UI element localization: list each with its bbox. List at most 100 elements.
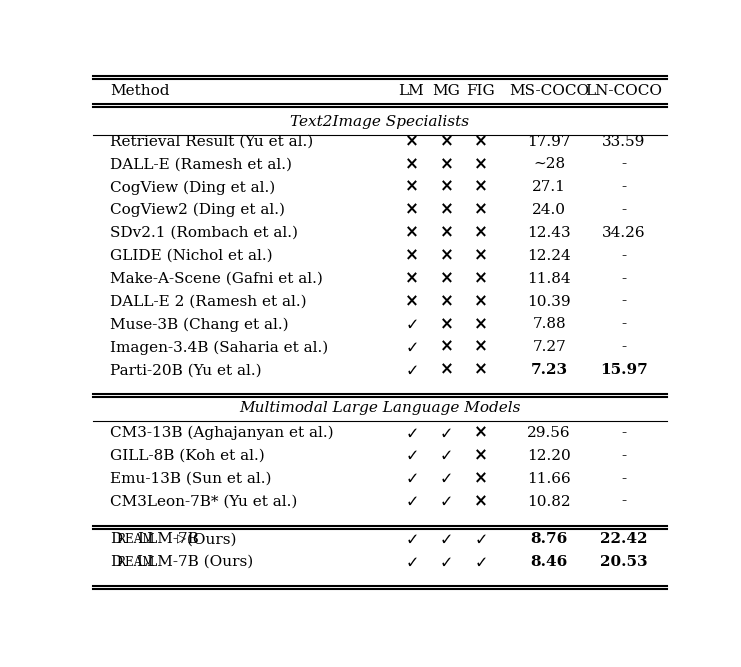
Text: $\boldsymbol{\times}$: $\boldsymbol{\times}$ bbox=[473, 293, 487, 310]
Text: GILL-8B (Koh et al.): GILL-8B (Koh et al.) bbox=[110, 449, 265, 463]
Text: Emu-13B (Sun et al.): Emu-13B (Sun et al.) bbox=[110, 472, 271, 486]
Text: -: - bbox=[621, 472, 626, 486]
Text: $\boldsymbol{\times}$: $\boldsymbol{\times}$ bbox=[473, 156, 487, 173]
Text: $\boldsymbol{\times}$: $\boldsymbol{\times}$ bbox=[473, 448, 487, 464]
Text: $\boldsymbol{\times}$: $\boldsymbol{\times}$ bbox=[473, 201, 487, 219]
Text: 12.43: 12.43 bbox=[528, 226, 571, 240]
Text: $\checkmark$: $\checkmark$ bbox=[405, 316, 418, 333]
Text: $\checkmark$: $\checkmark$ bbox=[439, 424, 452, 442]
Text: $\checkmark$: $\checkmark$ bbox=[439, 470, 452, 487]
Text: -: - bbox=[621, 449, 626, 463]
Text: GLIDE (Nichol et al.): GLIDE (Nichol et al.) bbox=[110, 249, 273, 263]
Text: 8.46: 8.46 bbox=[531, 555, 568, 569]
Text: Retrieval Result (Yu et al.): Retrieval Result (Yu et al.) bbox=[110, 135, 313, 149]
Text: 27.1: 27.1 bbox=[532, 180, 566, 194]
Text: DALL-E (Ramesh et al.): DALL-E (Ramesh et al.) bbox=[110, 157, 292, 171]
Text: DALL-E 2 (Ramesh et al.): DALL-E 2 (Ramesh et al.) bbox=[110, 295, 307, 309]
Text: $\boldsymbol{\times}$: $\boldsymbol{\times}$ bbox=[439, 201, 453, 219]
Text: Parti-20B (Yu et al.): Parti-20B (Yu et al.) bbox=[110, 363, 262, 377]
Text: $\boldsymbol{\times}$: $\boldsymbol{\times}$ bbox=[473, 362, 487, 379]
Text: $\checkmark$: $\checkmark$ bbox=[405, 470, 418, 487]
Text: $\boldsymbol{\times}$: $\boldsymbol{\times}$ bbox=[439, 179, 453, 196]
Text: ∼28: ∼28 bbox=[533, 157, 565, 171]
Text: REAM: REAM bbox=[116, 556, 155, 569]
Text: 22.42: 22.42 bbox=[600, 532, 648, 546]
Text: $\boldsymbol{\times}$: $\boldsymbol{\times}$ bbox=[439, 225, 453, 241]
Text: -: - bbox=[621, 157, 626, 171]
Text: $\boldsymbol{\times}$: $\boldsymbol{\times}$ bbox=[473, 247, 487, 264]
Text: LM: LM bbox=[399, 84, 425, 98]
Text: Imagen-3.4B (Saharia et al.): Imagen-3.4B (Saharia et al.) bbox=[110, 340, 328, 354]
Text: $\boldsymbol{\times}$: $\boldsymbol{\times}$ bbox=[405, 270, 418, 287]
Text: $\boldsymbol{\times}$: $\boldsymbol{\times}$ bbox=[473, 270, 487, 287]
Text: $\boldsymbol{\times}$: $\boldsymbol{\times}$ bbox=[473, 470, 487, 487]
Text: $\boldsymbol{\times}$: $\boldsymbol{\times}$ bbox=[473, 493, 487, 510]
Text: $\boldsymbol{\times}$: $\boldsymbol{\times}$ bbox=[439, 247, 453, 264]
Text: LN-COCO: LN-COCO bbox=[585, 84, 662, 98]
Text: -: - bbox=[621, 340, 626, 354]
Text: Text2Image Specialists: Text2Image Specialists bbox=[290, 115, 469, 129]
Text: $\boldsymbol{\times}$: $\boldsymbol{\times}$ bbox=[473, 316, 487, 333]
Text: MS-COCO: MS-COCO bbox=[509, 84, 589, 98]
Text: -: - bbox=[621, 180, 626, 194]
Text: REAM: REAM bbox=[116, 533, 155, 546]
Text: $\boldsymbol{\times}$: $\boldsymbol{\times}$ bbox=[439, 293, 453, 310]
Text: $\checkmark$: $\checkmark$ bbox=[474, 554, 487, 571]
Text: 11.66: 11.66 bbox=[528, 472, 571, 486]
Text: 12.20: 12.20 bbox=[528, 449, 571, 463]
Text: D: D bbox=[110, 532, 122, 546]
Text: LLM-7B (Ours): LLM-7B (Ours) bbox=[137, 555, 253, 569]
Text: $\boldsymbol{\times}$: $\boldsymbol{\times}$ bbox=[473, 339, 487, 356]
Text: ▷: ▷ bbox=[176, 533, 186, 546]
Text: CogView (Ding et al.): CogView (Ding et al.) bbox=[110, 180, 275, 195]
Text: 29.56: 29.56 bbox=[528, 426, 571, 440]
Text: $\checkmark$: $\checkmark$ bbox=[405, 554, 418, 571]
Text: $\boldsymbol{\times}$: $\boldsymbol{\times}$ bbox=[405, 156, 418, 173]
Text: $\boldsymbol{\times}$: $\boldsymbol{\times}$ bbox=[405, 133, 418, 150]
Text: 24.0: 24.0 bbox=[532, 203, 566, 217]
Text: $\boldsymbol{\times}$: $\boldsymbol{\times}$ bbox=[439, 156, 453, 173]
Text: 10.39: 10.39 bbox=[528, 295, 571, 309]
Text: 34.26: 34.26 bbox=[602, 226, 645, 240]
Text: 7.88: 7.88 bbox=[532, 317, 566, 331]
Text: 7.27: 7.27 bbox=[532, 340, 566, 354]
Text: $\checkmark$: $\checkmark$ bbox=[405, 493, 418, 510]
Text: Method: Method bbox=[110, 84, 170, 98]
Text: $\checkmark$: $\checkmark$ bbox=[439, 448, 452, 464]
Text: $\boldsymbol{\times}$: $\boldsymbol{\times}$ bbox=[405, 201, 418, 219]
Text: -: - bbox=[621, 426, 626, 440]
Text: -: - bbox=[621, 295, 626, 309]
Text: 8.76: 8.76 bbox=[531, 532, 568, 546]
Text: -: - bbox=[621, 495, 626, 508]
Text: LLM-7B: LLM-7B bbox=[137, 532, 199, 546]
Text: $\checkmark$: $\checkmark$ bbox=[405, 448, 418, 464]
Text: CM3-13B (Aghajanyan et al.): CM3-13B (Aghajanyan et al.) bbox=[110, 426, 333, 440]
Text: 11.84: 11.84 bbox=[528, 271, 571, 285]
Text: 20.53: 20.53 bbox=[600, 555, 648, 569]
Text: Muse-3B (Chang et al.): Muse-3B (Chang et al.) bbox=[110, 317, 288, 331]
Text: $\checkmark$: $\checkmark$ bbox=[474, 531, 487, 548]
Text: -: - bbox=[621, 203, 626, 217]
Text: 33.59: 33.59 bbox=[602, 135, 645, 149]
Text: CM3Leon-7B* (Yu et al.): CM3Leon-7B* (Yu et al.) bbox=[110, 495, 297, 508]
Text: $\boldsymbol{\times}$: $\boldsymbol{\times}$ bbox=[439, 133, 453, 150]
Text: $\checkmark$: $\checkmark$ bbox=[405, 531, 418, 548]
Text: Multimodal Large Language Models: Multimodal Large Language Models bbox=[239, 401, 520, 415]
Text: 10.82: 10.82 bbox=[528, 495, 571, 508]
Text: FIG: FIG bbox=[466, 84, 495, 98]
Text: 12.24: 12.24 bbox=[528, 249, 571, 263]
Text: $\checkmark$: $\checkmark$ bbox=[439, 531, 452, 548]
Text: $\boldsymbol{\times}$: $\boldsymbol{\times}$ bbox=[473, 179, 487, 196]
Text: $\boldsymbol{\times}$: $\boldsymbol{\times}$ bbox=[473, 133, 487, 150]
Text: $\checkmark$: $\checkmark$ bbox=[405, 339, 418, 356]
Text: 15.97: 15.97 bbox=[600, 363, 648, 377]
Text: $\boldsymbol{\times}$: $\boldsymbol{\times}$ bbox=[439, 339, 453, 356]
Text: $\boldsymbol{\times}$: $\boldsymbol{\times}$ bbox=[473, 424, 487, 442]
Text: (Ours): (Ours) bbox=[182, 532, 236, 546]
Text: $\boldsymbol{\times}$: $\boldsymbol{\times}$ bbox=[405, 247, 418, 264]
Text: $\boldsymbol{\times}$: $\boldsymbol{\times}$ bbox=[405, 179, 418, 196]
Text: D: D bbox=[110, 555, 122, 569]
Text: $\boldsymbol{\times}$: $\boldsymbol{\times}$ bbox=[473, 225, 487, 241]
Text: -: - bbox=[621, 249, 626, 263]
Text: Make-A-Scene (Gafni et al.): Make-A-Scene (Gafni et al.) bbox=[110, 271, 323, 285]
